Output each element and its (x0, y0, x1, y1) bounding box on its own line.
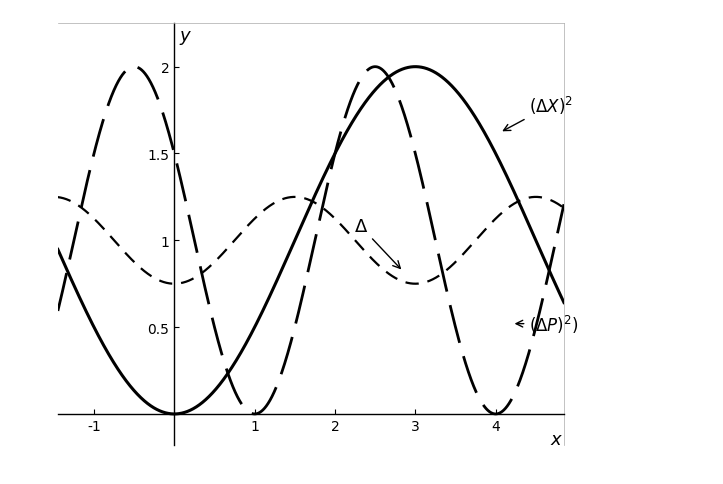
Text: $(\Delta P)^2)$: $(\Delta P)^2)$ (516, 313, 579, 335)
Text: $(\Delta X)^2$: $(\Delta X)^2$ (503, 94, 573, 131)
Text: $\Delta$: $\Delta$ (354, 218, 401, 269)
Text: y: y (180, 28, 191, 45)
Text: x: x (551, 430, 561, 448)
